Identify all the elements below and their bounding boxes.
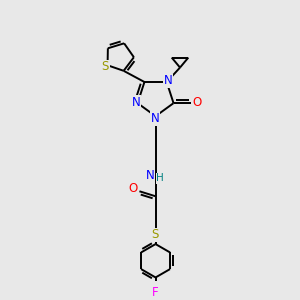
Text: S: S	[151, 228, 159, 242]
Text: O: O	[192, 96, 202, 109]
Text: S: S	[102, 60, 109, 73]
Text: N: N	[164, 74, 172, 87]
Text: O: O	[129, 182, 138, 195]
Text: H: H	[156, 173, 164, 184]
Text: N: N	[146, 169, 154, 182]
Text: F: F	[152, 286, 159, 299]
Text: N: N	[151, 112, 159, 125]
Text: N: N	[132, 96, 141, 109]
